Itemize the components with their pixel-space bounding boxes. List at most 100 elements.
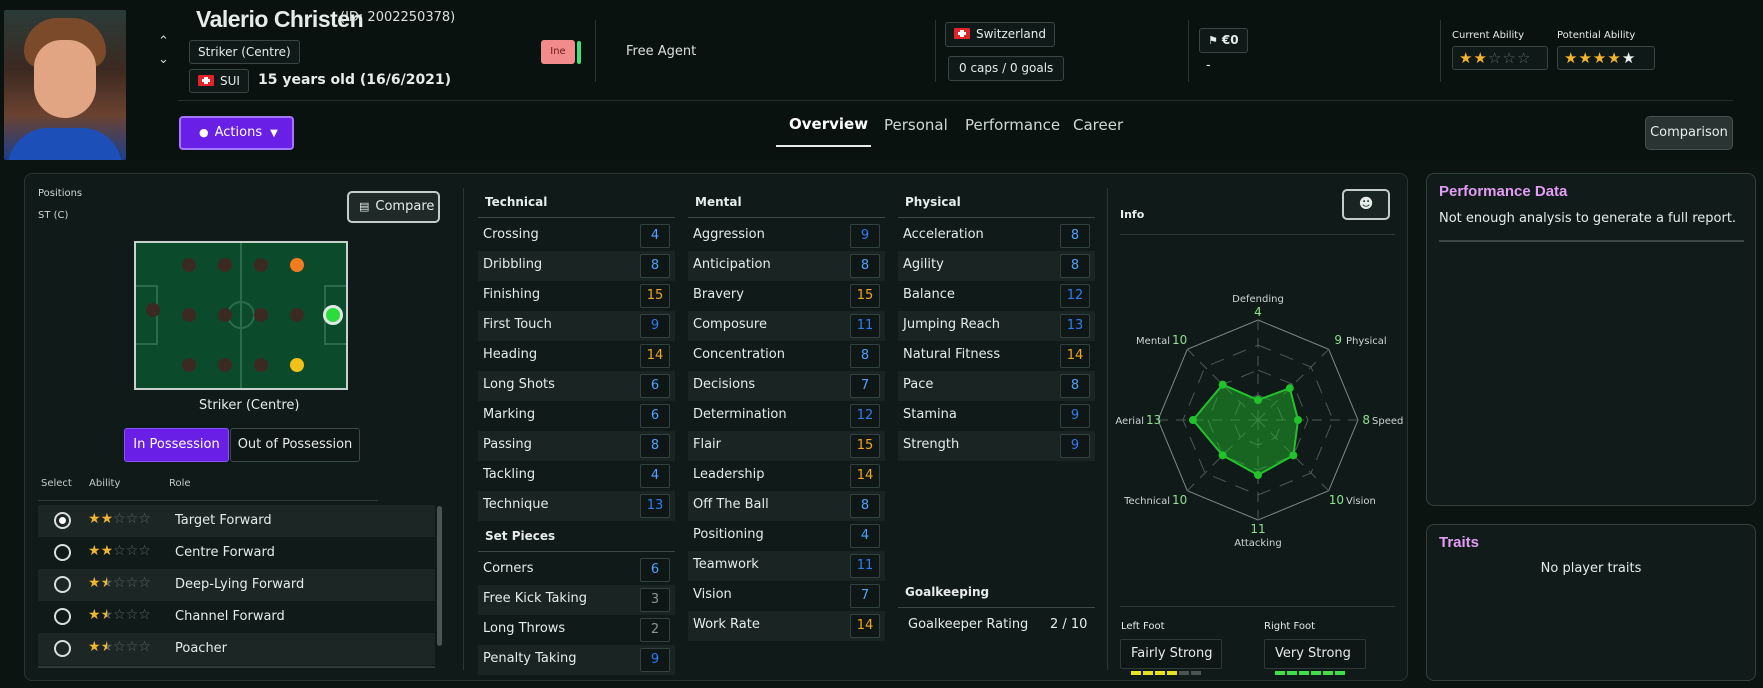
role-row[interactable]: ★★☆☆☆ Deep-Lying Forward bbox=[38, 569, 435, 601]
attribute-row[interactable]: Decisions 7 bbox=[688, 371, 885, 401]
attribute-name: Long Throws bbox=[483, 621, 566, 636]
previous-player-icon[interactable]: ⌃ bbox=[158, 34, 169, 49]
out-of-possession-button[interactable]: Out of Possession bbox=[230, 428, 360, 462]
attribute-row[interactable]: Tackling 4 bbox=[478, 461, 675, 491]
attribute-row[interactable]: Heading 14 bbox=[478, 341, 675, 371]
next-player-icon[interactable]: ⌄ bbox=[158, 52, 169, 67]
attribute-row[interactable]: Work Rate 14 bbox=[688, 611, 885, 641]
left-foot-box: Fairly Strong bbox=[1120, 639, 1222, 675]
attribute-name: Natural Fitness bbox=[903, 347, 1001, 362]
tab-overview[interactable]: Overview bbox=[789, 115, 869, 133]
attribute-value: 8 bbox=[850, 344, 880, 368]
attribute-row[interactable]: Bravery 15 bbox=[688, 281, 885, 311]
attribute-row[interactable]: Natural Fitness 14 bbox=[898, 341, 1095, 371]
role-radio[interactable] bbox=[54, 544, 71, 561]
set-pieces-title: Set Pieces bbox=[485, 529, 556, 543]
section-divider bbox=[478, 217, 675, 218]
club-status[interactable]: Free Agent bbox=[626, 44, 697, 59]
nation-code: SUI bbox=[220, 74, 240, 88]
attribute-name: Vision bbox=[693, 587, 732, 602]
attribute-name: Finishing bbox=[483, 287, 541, 302]
attribute-row[interactable]: Long Shots 6 bbox=[478, 371, 675, 401]
attribute-value: 8 bbox=[1060, 224, 1090, 248]
player-view-icon[interactable]: ☻ bbox=[1342, 189, 1390, 220]
position-dot-amc-right bbox=[290, 358, 304, 372]
right-foot-label: Right Foot bbox=[1264, 621, 1316, 632]
attribute-row[interactable]: Long Throws 2 bbox=[478, 615, 675, 645]
goalkeeper-rating-label: Goalkeeper Rating bbox=[908, 617, 1029, 632]
attribute-value: 14 bbox=[640, 344, 670, 368]
attribute-row[interactable]: Crossing 4 bbox=[478, 221, 675, 251]
attribute-row[interactable]: Flair 15 bbox=[688, 431, 885, 461]
attribute-row[interactable]: Teamwork 11 bbox=[688, 551, 885, 581]
in-possession-button[interactable]: In Possession bbox=[124, 428, 229, 462]
attribute-row[interactable]: First Touch 9 bbox=[478, 311, 675, 341]
tab-personal[interactable]: Personal bbox=[884, 116, 948, 134]
tab-career[interactable]: Career bbox=[1073, 116, 1124, 134]
attribute-row[interactable]: Concentration 8 bbox=[688, 341, 885, 371]
attribute-row[interactable]: Stamina 9 bbox=[898, 401, 1095, 431]
radar-label: Physical bbox=[1346, 336, 1387, 347]
attribute-row[interactable]: Passing 8 bbox=[478, 431, 675, 461]
attribute-row[interactable]: Off The Ball 8 bbox=[688, 491, 885, 521]
role-row[interactable]: ★★☆☆☆ Centre Forward bbox=[38, 537, 435, 569]
foot-strength-bar bbox=[1299, 671, 1309, 675]
divider bbox=[595, 20, 596, 82]
attribute-name: Acceleration bbox=[903, 227, 984, 242]
attribute-row[interactable]: Pace 8 bbox=[898, 371, 1095, 401]
radar-point bbox=[1218, 451, 1227, 460]
role-ability-stars: ★★☆☆☆ bbox=[88, 575, 151, 591]
attribute-row[interactable]: Vision 7 bbox=[688, 581, 885, 611]
role-radio[interactable] bbox=[54, 512, 71, 529]
roles-header-ability: Ability bbox=[89, 478, 121, 489]
role-row[interactable]: ★★☆☆☆ Poacher bbox=[38, 633, 435, 665]
tab-performance[interactable]: Performance bbox=[965, 116, 1061, 134]
attribute-row[interactable]: Anticipation 8 bbox=[688, 251, 885, 281]
attribute-value: 13 bbox=[1060, 314, 1090, 338]
status-badge: Ine bbox=[541, 40, 575, 64]
attribute-row[interactable]: Finishing 15 bbox=[478, 281, 675, 311]
attribute-row[interactable]: Composure 11 bbox=[688, 311, 885, 341]
attribute-value: 9 bbox=[850, 224, 880, 248]
attribute-row[interactable]: Strength 9 bbox=[898, 431, 1095, 461]
attribute-row[interactable]: Corners 6 bbox=[478, 555, 675, 585]
attribute-row[interactable]: Marking 6 bbox=[478, 401, 675, 431]
attribute-row[interactable]: Free Kick Taking 3 bbox=[478, 585, 675, 615]
attribute-row[interactable]: Penalty Taking 9 bbox=[478, 645, 675, 675]
attribute-value: 12 bbox=[850, 404, 880, 428]
attribute-row[interactable]: Positioning 4 bbox=[688, 521, 885, 551]
divider bbox=[1107, 188, 1108, 670]
attribute-row[interactable]: Determination 12 bbox=[688, 401, 885, 431]
attribute-value: 14 bbox=[850, 614, 880, 638]
attribute-row[interactable]: Leadership 14 bbox=[688, 461, 885, 491]
nationality-chip[interactable]: Switzerland bbox=[945, 22, 1055, 47]
role-radio[interactable] bbox=[54, 608, 71, 625]
roles-footer-divider bbox=[38, 666, 435, 668]
attribute-row[interactable]: Dribbling 8 bbox=[478, 251, 675, 281]
attribute-row[interactable]: Technique 13 bbox=[478, 491, 675, 521]
value-sub: - bbox=[1206, 58, 1211, 73]
actions-button[interactable]: ● Actions ▼ bbox=[179, 116, 294, 150]
attribute-row[interactable]: Balance 12 bbox=[898, 281, 1095, 311]
caps-chip: 0 caps / 0 goals bbox=[948, 56, 1065, 81]
left-foot-bars bbox=[1131, 664, 1203, 679]
attribute-value: 6 bbox=[640, 374, 670, 398]
attribute-row[interactable]: Acceleration 8 bbox=[898, 221, 1095, 251]
section-divider bbox=[898, 217, 1095, 218]
info-divider bbox=[1120, 234, 1395, 235]
player-photo bbox=[4, 10, 126, 160]
role-ability-stars: ★★☆☆☆ bbox=[88, 543, 151, 559]
role-radio[interactable] bbox=[54, 576, 71, 593]
attribute-row[interactable]: Jumping Reach 13 bbox=[898, 311, 1095, 341]
roles-scrollbar[interactable] bbox=[437, 506, 442, 646]
compare-button[interactable]: ▤ Compare bbox=[347, 191, 440, 223]
attribute-row[interactable]: Aggression 9 bbox=[688, 221, 885, 251]
role-row[interactable]: ★★☆☆☆ Channel Forward bbox=[38, 601, 435, 633]
attribute-row[interactable]: Agility 8 bbox=[898, 251, 1095, 281]
radar-value: 10 bbox=[1172, 493, 1187, 507]
radar-value: 10 bbox=[1329, 493, 1344, 507]
role-row[interactable]: ★★☆☆☆ Target Forward bbox=[38, 505, 435, 537]
roles-header-select: Select bbox=[41, 478, 72, 489]
role-radio[interactable] bbox=[54, 640, 71, 657]
comparison-button[interactable]: Comparison bbox=[1645, 116, 1733, 150]
